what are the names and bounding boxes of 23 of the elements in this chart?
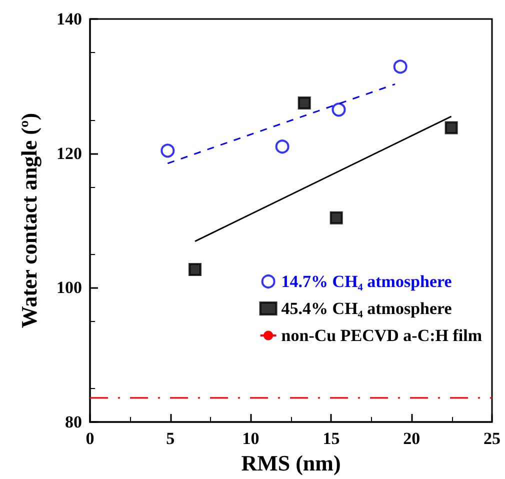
y-tick-label: 80: [65, 412, 82, 432]
point: [393, 60, 408, 74]
x-tick-label: 25: [484, 429, 500, 448]
point: [188, 263, 202, 276]
point: [298, 96, 311, 110]
x-tick-label: 20: [403, 429, 420, 448]
x-tick-label: 10: [242, 429, 260, 448]
x-tick-label: 5: [166, 429, 175, 448]
point: [330, 211, 343, 224]
point: [332, 102, 346, 117]
y-tick-label: 140: [56, 10, 82, 28]
x-tick-label: 15: [322, 429, 340, 448]
x-tick-label: 0: [86, 429, 94, 448]
point: [160, 144, 175, 158]
point: [444, 121, 458, 134]
y-tick-label: 120: [56, 144, 82, 163]
x-axis-title: RMS (nm): [241, 450, 341, 476]
legend-label: non-Cu PECVD a-C:H film: [281, 326, 482, 345]
y-tick-label: 100: [56, 278, 82, 298]
legend-label: 14.7% CH₄ atmosphere: [281, 272, 452, 291]
legend-label: 45.4% CH₄ atmosphere: [281, 299, 452, 318]
point: [275, 140, 290, 154]
y-axis-title: Water contact angle (º): [16, 112, 42, 328]
